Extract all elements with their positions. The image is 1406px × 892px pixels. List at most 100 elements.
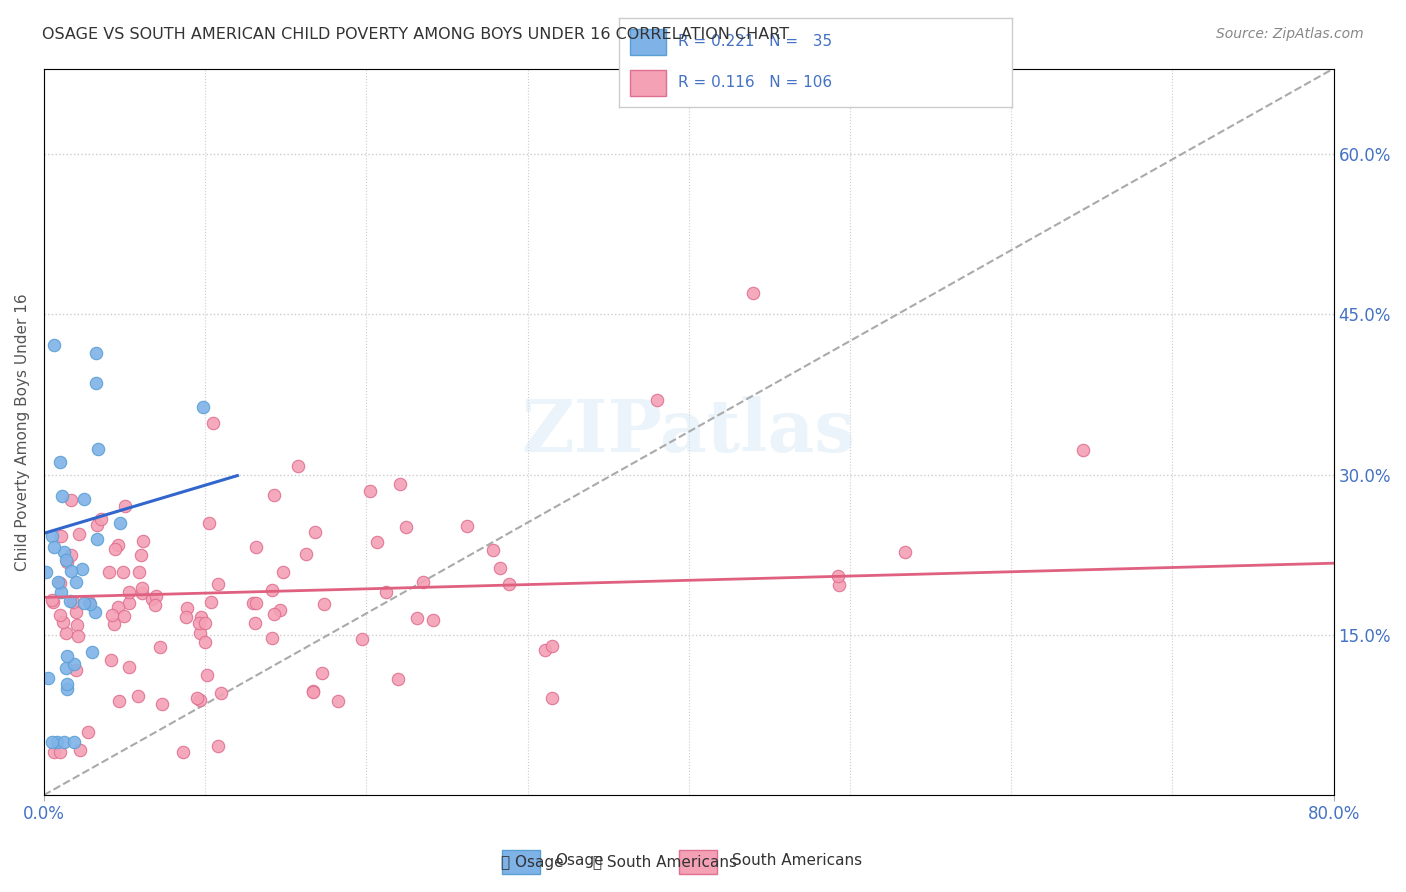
South Americans [742,285,765,300]
South Americans [198,516,221,530]
Osage [37,672,59,686]
Osage [84,606,107,620]
FancyBboxPatch shape [630,70,666,96]
South Americans [456,518,478,533]
South Americans [69,743,91,757]
South Americans [352,632,374,646]
Text: OSAGE VS SOUTH AMERICAN CHILD POVERTY AMONG BOYS UNDER 16 CORRELATION CHART: OSAGE VS SOUTH AMERICAN CHILD POVERTY AM… [42,27,789,42]
South Americans [194,615,217,630]
Osage [84,376,107,390]
Osage [60,565,83,579]
Osage [86,532,108,546]
South Americans [260,631,283,645]
South Americans [207,739,229,753]
South Americans [41,595,63,609]
South Americans [66,617,89,632]
South Americans [107,599,129,614]
South Americans [59,548,82,562]
Osage [46,574,69,589]
Osage [55,677,77,691]
South Americans [150,697,173,711]
South Americans [405,611,427,625]
South Americans [200,595,222,609]
South Americans [374,585,396,599]
South Americans [128,565,150,579]
South Americans [49,576,72,591]
South Americans [112,565,135,579]
South Americans [117,659,139,673]
South Americans [366,535,388,549]
South Americans [412,575,434,590]
Text: ⬜ Osage      🟥 South Americans: ⬜ Osage 🟥 South Americans [501,855,737,870]
Osage [191,401,214,415]
South Americans [149,640,172,654]
South Americans [287,458,309,473]
Text: R = 0.116   N = 106: R = 0.116 N = 106 [678,76,832,90]
South Americans [269,603,291,617]
South Americans [131,581,153,595]
South Americans [65,605,87,619]
South Americans [49,607,72,622]
Osage [63,657,86,671]
South Americans [60,493,83,508]
South Americans [498,577,520,591]
Osage [51,489,73,503]
South Americans [359,484,381,499]
South Americans [42,745,65,759]
Osage [46,734,69,748]
South Americans [828,578,851,592]
South Americans [302,685,325,699]
Osage [53,545,76,559]
South Americans [242,596,264,610]
FancyBboxPatch shape [630,29,666,55]
Osage [41,734,63,748]
South Americans [127,689,149,703]
South Americans [190,609,212,624]
South Americans [387,672,409,686]
South Americans [77,725,100,739]
South Americans [101,607,124,622]
South Americans [540,691,562,706]
Osage [73,596,96,610]
Osage [41,529,63,543]
Osage [49,585,72,599]
South Americans [145,590,167,604]
Osage [52,734,75,748]
South Americans [114,499,136,513]
Osage [48,455,70,469]
Osage [55,553,77,567]
South Americans [271,565,294,579]
Osage [70,562,93,576]
Osage [59,594,82,608]
Osage [84,346,107,360]
South Americans [245,540,267,554]
Text: ZIPatlas: ZIPatlas [522,396,856,467]
South Americans [186,690,208,705]
South Americans [90,511,112,525]
South Americans [55,626,77,640]
FancyBboxPatch shape [679,849,717,874]
South Americans [195,667,218,681]
South Americans [482,543,505,558]
South Americans [188,626,211,640]
South Americans [245,615,267,630]
Osage [87,442,110,456]
South Americans [894,544,917,558]
South Americans [104,542,127,557]
South Americans [827,568,849,582]
South Americans [107,538,129,552]
South Americans [62,595,84,609]
South Americans [131,534,153,549]
Osage [65,574,87,589]
South Americans [311,665,333,680]
South Americans [66,629,89,643]
South Americans [67,527,90,541]
South Americans [188,615,211,630]
Text: R = 0.221   N =   35: R = 0.221 N = 35 [678,35,832,49]
South Americans [326,694,349,708]
South Americans [118,595,141,609]
South Americans [201,416,224,430]
South Americans [395,519,418,533]
South Americans [645,392,668,407]
Osage [56,682,79,697]
